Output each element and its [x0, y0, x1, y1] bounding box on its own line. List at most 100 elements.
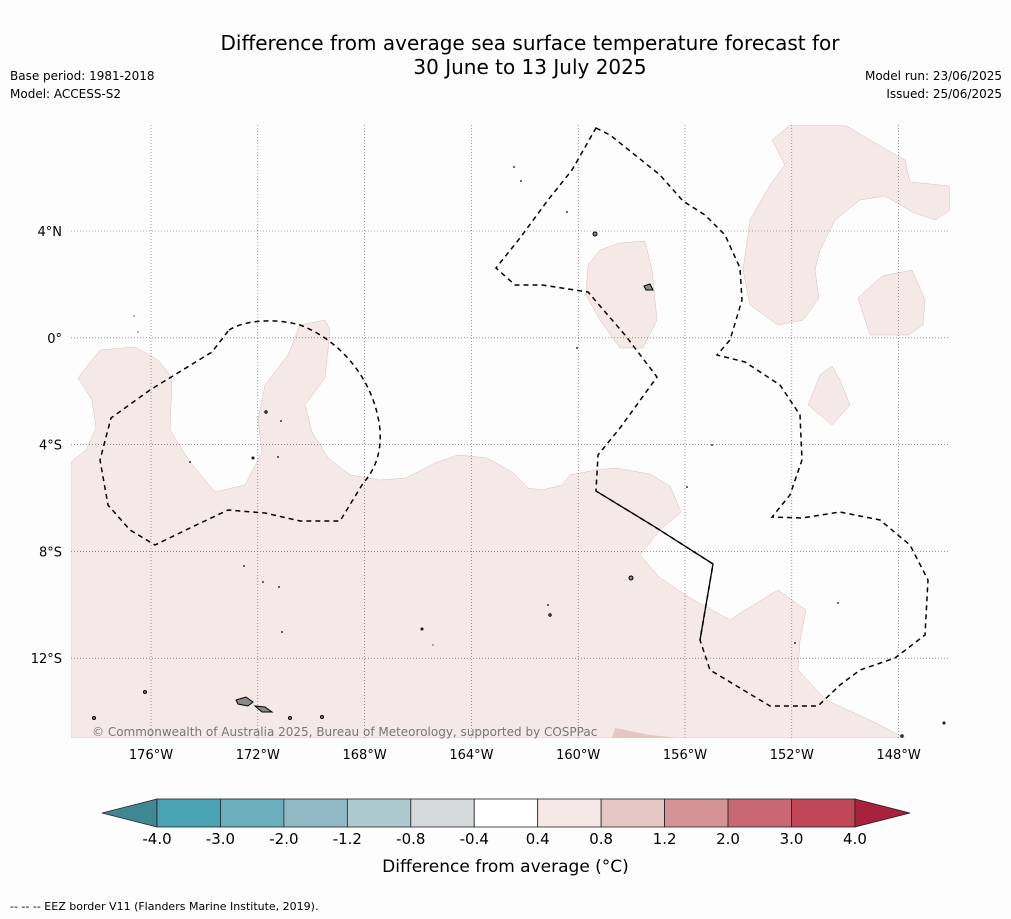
colorbar-tick-label: 3.0: [780, 830, 804, 848]
lon-label: 176°W: [129, 748, 173, 763]
anomaly-south: [71, 319, 906, 738]
atoll-16: [281, 631, 283, 633]
lon-label: 152°W: [770, 748, 814, 763]
longitude-labels: 176°W 172°W 168°W 164°W 160°W 156°W 152°W 148°W: [129, 748, 921, 763]
colorbar-segment: [727, 798, 792, 828]
atoll-11: [262, 581, 264, 583]
atoll-5: [711, 444, 713, 446]
island-7: [628, 575, 634, 581]
anomaly-central: [585, 240, 658, 349]
colorbar-tick-label: 2.0: [716, 830, 740, 848]
colorbar-tick-label: -4.0: [142, 830, 171, 848]
meta-right: Model run: 23/06/2025 Issued: 25/06/2025: [865, 67, 1002, 103]
lat-label: 4°N: [38, 225, 63, 240]
colorbar-label: Difference from average (°C): [382, 857, 629, 877]
colorbar-segment: [156, 798, 221, 828]
atoll-14: [837, 602, 839, 604]
colorbar-tick-label: -2.0: [269, 830, 298, 848]
atoll-9: [280, 420, 282, 422]
lat-label: 12°S: [31, 652, 62, 667]
atolls: [133, 166, 839, 646]
model-run: Model run: 23/06/2025: [864, 69, 1002, 83]
colorbar-segment: [664, 798, 729, 828]
colorbar-tick-label: 4.0: [843, 830, 867, 848]
colorbar-tick-label: 0.8: [589, 830, 613, 848]
colorbar-tick-label: -1.2: [333, 830, 362, 848]
lon-label: 168°W: [343, 748, 387, 763]
lon-label: 172°W: [236, 748, 280, 763]
copyright-notice: © Commonwealth of Australia 2025, Bureau…: [92, 725, 598, 739]
boundary-line: [595, 490, 714, 641]
colorbar-segment: [791, 798, 856, 828]
atoll-4: [576, 347, 578, 349]
base-period: Base period: 1981-2018: [10, 69, 155, 83]
colorbar-tick-label: -0.8: [396, 830, 425, 848]
anomaly-region-0.8-1.2: [612, 728, 680, 738]
colorbar-tick-label: 1.2: [653, 830, 677, 848]
lon-label: 160°W: [556, 748, 600, 763]
eez-legend-note: -- -- -- EEZ border V11 (Flanders Marine…: [10, 900, 319, 913]
island-2: [92, 716, 96, 720]
atoll-12: [278, 586, 280, 588]
atoll-8: [277, 456, 279, 458]
latitude-labels: 4°N 0° 4°S 8°S 12°S: [31, 225, 62, 667]
colorbar: [101, 798, 911, 828]
island-4: [320, 715, 324, 719]
colorbar-ticks: -4.0 -3.0 -2.0 -1.2 -0.8 -0.4 0.4 0.8 1.2 2.0 3.0 4…: [142, 830, 867, 848]
lon-label: 148°W: [877, 748, 921, 763]
map-title: Difference from average sea surface temp…: [130, 31, 930, 79]
colorbar-segment: [410, 798, 475, 828]
atoll-7: [189, 461, 191, 463]
atoll-1: [513, 166, 515, 168]
lat-label: 8°S: [39, 545, 62, 560]
island-1: [143, 690, 147, 694]
atoll-6: [686, 486, 688, 488]
gridlines: [71, 125, 950, 738]
island-10: [251, 456, 255, 460]
island-9: [264, 410, 268, 414]
lon-label: 156°W: [663, 748, 707, 763]
title-line-1: Difference from average sea surface temp…: [220, 31, 840, 55]
eez-border-central: [494, 127, 929, 707]
atoll-15: [794, 642, 796, 644]
anomaly-northeast: [742, 125, 950, 326]
islands: [92, 231, 946, 738]
colorbar-extend-high: [854, 798, 911, 828]
island-3: [288, 716, 292, 720]
island-8: [548, 613, 552, 617]
colorbar-tick-label: 0.4: [526, 830, 550, 848]
model-name: Model: ACCESS-S2: [10, 87, 122, 101]
colorbar-segment: [600, 798, 666, 828]
island-samoa-1: [235, 696, 254, 707]
colorbar-tick-label: -0.4: [460, 830, 489, 848]
colorbar-segment: [220, 798, 285, 828]
eez-border-west: [99, 320, 381, 546]
lon-label: 164°W: [449, 748, 493, 763]
colorbar-tick-label: -3.0: [206, 830, 235, 848]
atoll-19: [432, 644, 434, 646]
colorbar-segment: [346, 798, 412, 828]
anomaly-east-2: [807, 365, 851, 426]
lat-label: 4°S: [39, 439, 62, 454]
colorbar-extend-low: [101, 798, 158, 828]
colorbar-segment: [473, 798, 539, 828]
island-samoa-2: [253, 705, 274, 713]
island-11: [420, 627, 424, 631]
eez-borders: [99, 127, 929, 707]
atoll-10: [243, 565, 245, 567]
lat-label: 0°: [47, 332, 62, 347]
title-line-2: 30 June to 13 July 2025: [413, 55, 647, 79]
atoll-18: [137, 331, 139, 333]
anomaly-east-1: [857, 269, 926, 336]
issued-date: Issued: 25/06/2025: [886, 87, 1002, 101]
island-12: [942, 721, 946, 725]
map-area: [71, 125, 950, 738]
colorbar-segment: [537, 798, 602, 828]
colorbar-segment: [283, 798, 348, 828]
atoll-3: [566, 211, 568, 213]
meta-left: Base period: 1981-2018 Model: ACCESS-S2: [10, 67, 155, 103]
anomaly-region-0.4-0.8: [71, 125, 950, 738]
island-5: [592, 231, 598, 237]
island-13: [900, 734, 904, 738]
